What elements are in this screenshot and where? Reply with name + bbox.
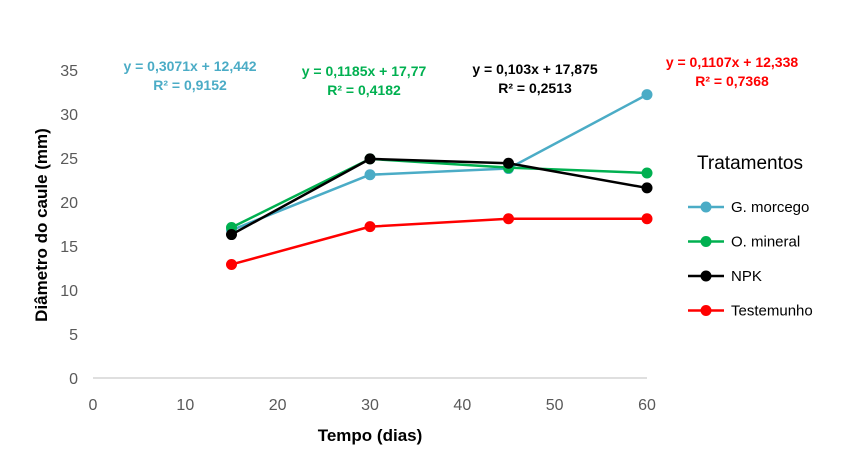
y-tick-label: 5 (69, 327, 78, 344)
legend-swatch-marker (700, 236, 712, 247)
series-npk (226, 153, 653, 241)
x-tick-label: 0 (89, 397, 98, 414)
series-o-mineral (226, 153, 653, 234)
series-line (230, 157, 648, 229)
legend: Tratamentos G. morcego O. mineral NPK Teste… (688, 153, 813, 320)
series-line (231, 93, 648, 232)
y-tick-label: 20 (60, 195, 78, 212)
data-point (641, 167, 653, 179)
x-tick-label: 20 (269, 397, 287, 414)
trendline-equations: y = 0,3071x + 12,442 R² = 0,9152 y = 0,118… (123, 54, 798, 98)
y-tick-label: 10 (60, 283, 78, 300)
legend-item: G. morcego (688, 199, 809, 216)
data-point (641, 182, 653, 194)
legend-title: Tratamentos (697, 153, 803, 174)
y-axis-title: Diâmetro do caule (mm) (32, 128, 51, 322)
legend-label: O. mineral (731, 234, 800, 251)
legend-swatch-marker (700, 270, 712, 282)
x-axis-title: Tempo (dias) (318, 426, 423, 445)
legend-swatch-marker (700, 305, 712, 316)
data-point (364, 169, 376, 181)
y-tick-label: 15 (60, 239, 78, 256)
trendline-equation: y = 0,1185x + 17,77 (302, 63, 427, 79)
series-testemunho (226, 213, 653, 270)
legend-item: NPK (688, 268, 762, 285)
trendline-r2: R² = 0,2513 (498, 80, 572, 96)
x-tick-label: 40 (453, 397, 471, 414)
series-layer (226, 89, 653, 270)
data-point (503, 157, 514, 169)
y-tick-label: 35 (60, 63, 78, 80)
legend-label: NPK (731, 268, 762, 285)
trendline-r2: R² = 0,9152 (153, 77, 227, 93)
y-tick-label: 0 (69, 371, 78, 388)
legend-label: Testemunho (731, 303, 813, 320)
legend-item: O. mineral (688, 234, 800, 251)
y-tick-label: 30 (60, 107, 78, 124)
legend-item: Testemunho (688, 303, 813, 320)
trendline-r2: R² = 0,4182 (327, 82, 401, 98)
x-tick-label: 30 (361, 397, 379, 414)
trendline-equation: y = 0,103x + 17,875 (472, 61, 598, 77)
x-axis-ticks: 0 10 20 30 40 50 60 (89, 397, 656, 414)
legend-swatch-marker (700, 201, 712, 213)
data-point (226, 229, 237, 241)
y-tick-label: 25 (60, 151, 78, 168)
data-point (226, 258, 237, 270)
x-tick-label: 50 (546, 397, 564, 414)
trendline-equation: y = 0,1107x + 12,338 (666, 54, 799, 70)
data-point (641, 213, 653, 225)
trendline-r2: R² = 0,7368 (695, 73, 769, 89)
y-axis-ticks: 0 5 10 15 20 25 30 35 (60, 63, 78, 388)
data-point (364, 221, 376, 233)
x-tick-label: 60 (638, 397, 656, 414)
series-line (230, 157, 648, 236)
data-point (641, 89, 653, 101)
x-tick-label: 10 (176, 397, 194, 414)
trendline-equation: y = 0,3071x + 12,442 (123, 58, 256, 74)
legend-label: G. morcego (731, 199, 809, 216)
series-line (231, 217, 647, 266)
data-point (503, 213, 514, 225)
data-point (364, 153, 376, 165)
